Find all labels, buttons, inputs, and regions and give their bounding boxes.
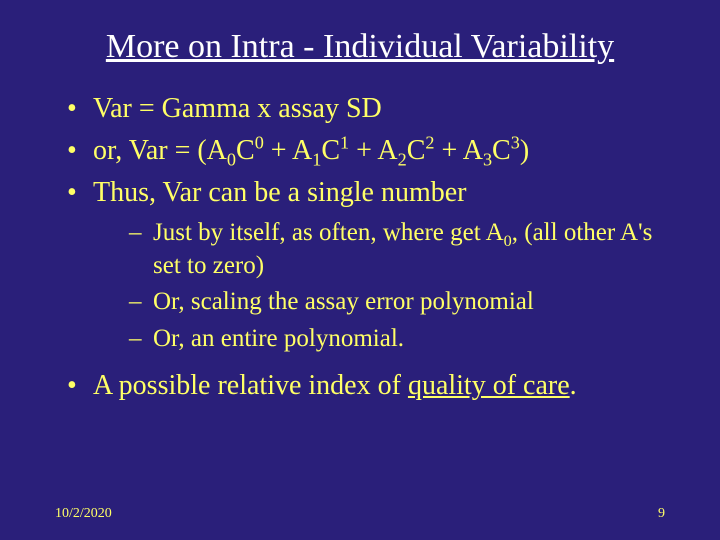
sub-bullet-item: Or, scaling the assay error polynomial <box>129 286 665 319</box>
bullet-text: C <box>407 135 426 166</box>
sub-bullet-text: Or, an entire polynomial. <box>153 325 404 352</box>
footer: 10/2/2020 9 <box>55 506 665 522</box>
subscript: 3 <box>483 149 492 169</box>
bullet-text: C <box>236 135 255 166</box>
subscript: 2 <box>398 149 407 169</box>
bullet-item: or, Var = (A0C0 + A1C1 + A2C2 + A3C3) <box>65 132 665 170</box>
bullet-text: C <box>492 135 511 166</box>
bullet-text: ) <box>520 135 529 166</box>
superscript: 1 <box>340 132 349 152</box>
bullet-text: A possible relative index of <box>93 370 408 401</box>
bullet-text: + A <box>349 135 397 166</box>
bullet-text: C <box>321 135 340 166</box>
underlined-text: quality of care <box>408 370 570 401</box>
bullet-item: Thus, Var can be a single number Just by… <box>65 174 665 356</box>
sub-bullet-list: Just by itself, as often, where get A0, … <box>129 217 665 355</box>
sub-bullet-item: Or, an entire polynomial. <box>129 323 665 356</box>
bullet-text: Var = Gamma x assay SD <box>93 93 382 124</box>
bullet-text: or, Var = (A <box>93 135 227 166</box>
bullet-item: A possible relative index of quality of … <box>65 367 665 405</box>
sub-bullet-item: Just by itself, as often, where get A0, … <box>129 217 665 282</box>
superscript: 3 <box>511 132 520 152</box>
sub-bullet-text: Just by itself, as often, where get A <box>153 219 504 246</box>
footer-date: 10/2/2020 <box>55 506 112 522</box>
footer-page-number: 9 <box>658 506 665 522</box>
bullet-text: + A <box>264 135 312 166</box>
superscript: 0 <box>255 132 264 152</box>
slide: More on Intra - Individual Variability V… <box>0 0 720 540</box>
sub-bullet-text: Or, scaling the assay error polynomial <box>153 288 534 315</box>
bullet-text: . <box>570 370 577 401</box>
bullet-text: + A <box>434 135 482 166</box>
bullet-list: Var = Gamma x assay SD or, Var = (A0C0 +… <box>65 90 665 405</box>
subscript: 0 <box>504 232 512 250</box>
bullet-text: Thus, Var can be a single number <box>93 177 467 208</box>
slide-title: More on Intra - Individual Variability <box>55 28 665 66</box>
bullet-item: Var = Gamma x assay SD <box>65 90 665 128</box>
subscript: 1 <box>312 149 321 169</box>
subscript: 0 <box>227 149 236 169</box>
